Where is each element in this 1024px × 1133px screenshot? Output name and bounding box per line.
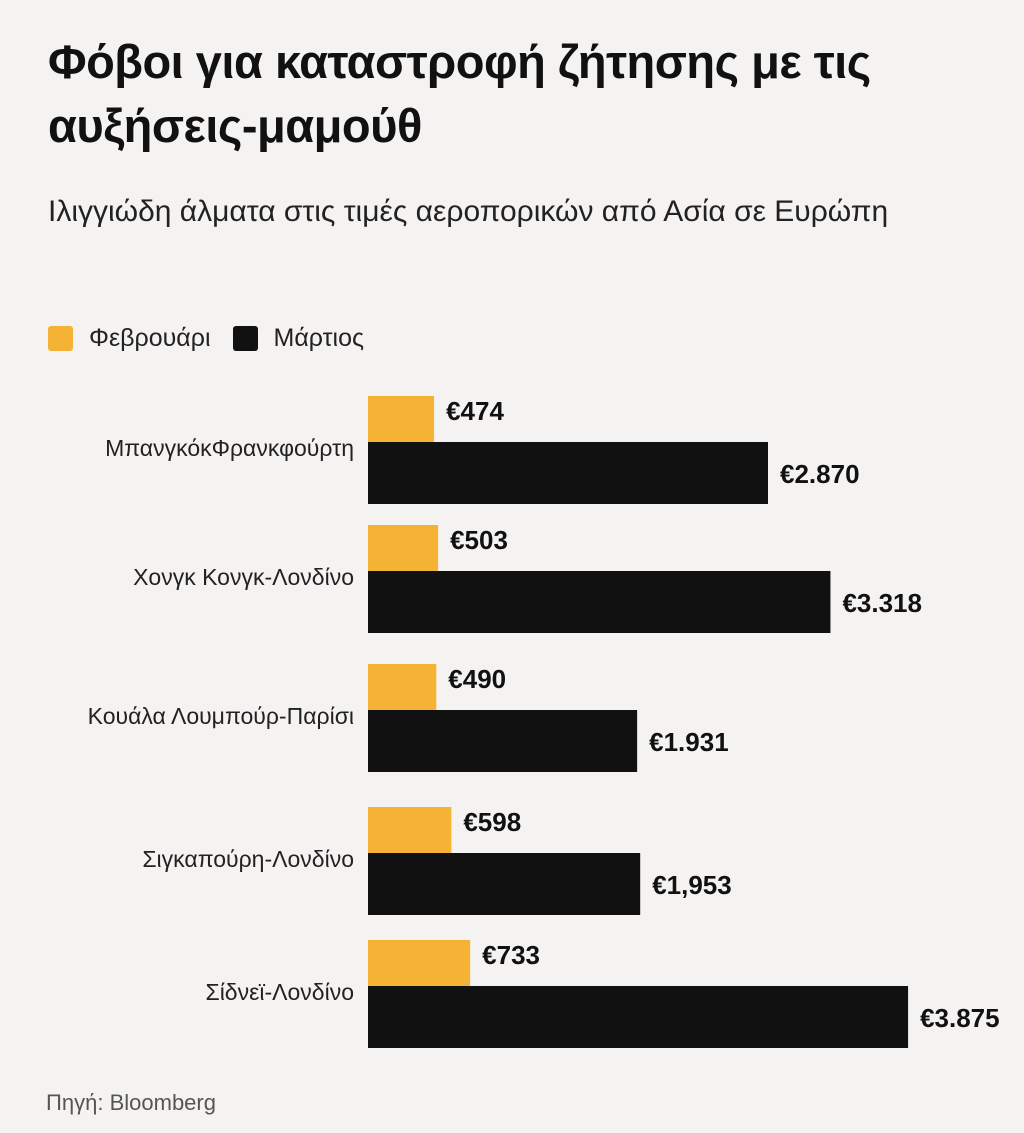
bar-march (368, 986, 909, 1048)
data-label-march: €1.931 (649, 727, 729, 757)
bar-february (368, 940, 471, 986)
bar-chart: ΜπανγκόκΦρανκφούρτη €474 €2.870 Χονγκ Κονγκ… (88, 396, 1000, 1048)
data-label-february: €490 (448, 664, 506, 694)
category-label: Σιγκαπούρη-Λονδίνο (142, 846, 354, 872)
data-label-march: €3.318 (842, 588, 922, 618)
data-label-february: €474 (446, 396, 504, 426)
data-label-march: €1,953 (652, 870, 732, 900)
category-label: ΜπανγκόκΦρανκφούρτη (105, 435, 354, 461)
category-label: Κουάλα Λουμπούρ-Παρίσι (88, 703, 354, 729)
legend-item-march: Μάρτιος (232, 323, 365, 353)
bar-march (368, 442, 768, 504)
legend-swatch-march (232, 325, 258, 351)
legend-item-february: Φεβρουάρι (48, 324, 211, 353)
bar-march (368, 853, 641, 915)
category-label: Σίδνεϊ-Λονδίνο (205, 979, 354, 1005)
legend-label-march: Μάρτιος (273, 323, 365, 352)
chart-title: Φόβοι για καταστροφή ζήτησης με τις αυξή… (48, 35, 871, 152)
bar-march (368, 710, 638, 772)
bar-february (368, 525, 439, 571)
legend-label-february: Φεβρουάρι (89, 323, 211, 352)
data-label-february: €733 (482, 940, 540, 970)
chart-subtitle: Ιλιγγιώδη άλματα στις τιμές αεροπορικών … (48, 195, 889, 228)
source-note: Πηγή: Bloomberg (46, 1090, 216, 1115)
bar-february (368, 396, 435, 442)
legend-swatch-february (48, 325, 73, 351)
legend: Φεβρουάρι Μάρτιος (48, 318, 364, 358)
category-label: Χονγκ Κονγκ-Λονδίνο (133, 564, 354, 590)
bar-march (368, 571, 831, 633)
data-label-march: €2.870 (780, 459, 860, 489)
bar-february (368, 664, 437, 710)
data-label-february: €598 (463, 807, 521, 837)
data-label-february: €503 (450, 525, 508, 555)
data-label-march: €3.875 (920, 1003, 1000, 1033)
bar-february (368, 807, 452, 853)
